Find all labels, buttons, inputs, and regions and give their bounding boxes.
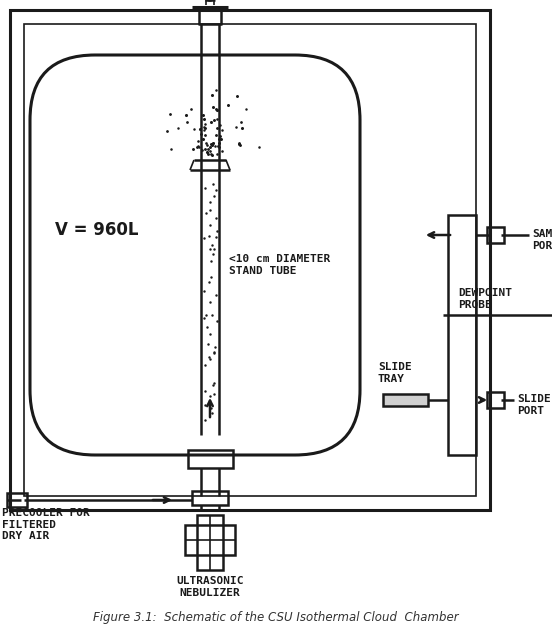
Text: <10 cm DIAMETER
STAND TUBE: <10 cm DIAMETER STAND TUBE bbox=[229, 254, 330, 276]
Text: ULTRASONIC
NEBULIZER: ULTRASONIC NEBULIZER bbox=[176, 576, 244, 598]
Bar bbox=[448, 215, 476, 455]
Bar bbox=[10, 10, 490, 510]
Bar bbox=[487, 392, 504, 408]
Bar bbox=[24, 24, 476, 496]
Text: PRECOOLER FOR
FILTERED
DRY AIR: PRECOOLER FOR FILTERED DRY AIR bbox=[2, 508, 90, 541]
Text: SLIDE
TRAY: SLIDE TRAY bbox=[378, 362, 412, 384]
Text: SAMPLE
PORT: SAMPLE PORT bbox=[532, 229, 552, 250]
Bar bbox=[192, 491, 228, 505]
Bar bbox=[185, 525, 235, 555]
Bar bbox=[188, 450, 233, 468]
Text: SLIDE
PORT: SLIDE PORT bbox=[517, 394, 551, 416]
Text: Figure 3.1:  Schematic of the CSU Isothermal Cloud  Chamber: Figure 3.1: Schematic of the CSU Isother… bbox=[93, 611, 459, 623]
Bar bbox=[487, 227, 504, 243]
Bar bbox=[197, 515, 223, 570]
Bar bbox=[7, 493, 27, 507]
Bar bbox=[383, 394, 428, 406]
Text: V = 960L: V = 960L bbox=[55, 221, 139, 239]
Text: DEWPOINT
PROBE: DEWPOINT PROBE bbox=[458, 289, 512, 310]
